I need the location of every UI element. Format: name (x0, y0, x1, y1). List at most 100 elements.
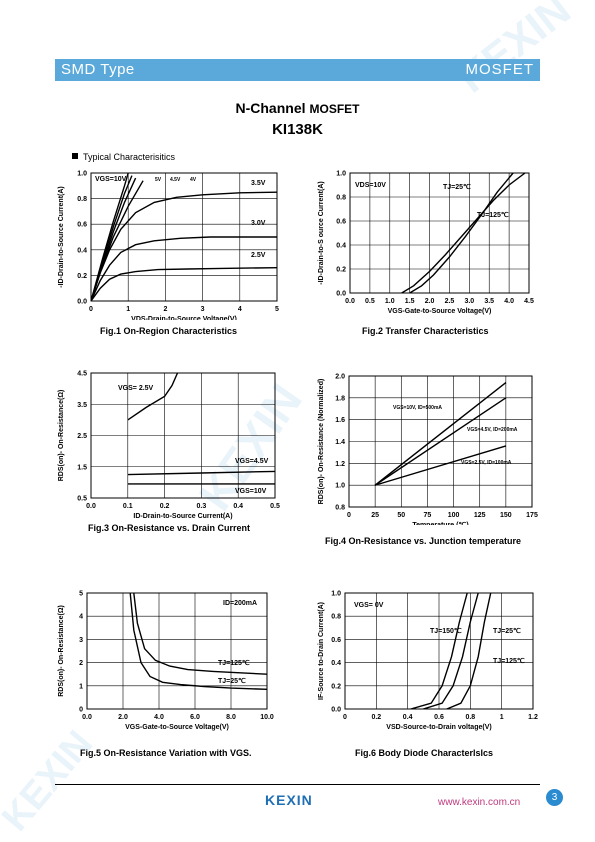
watermark-text: KEXIN (448, 0, 579, 102)
y-tick-label: 0.0 (336, 291, 346, 298)
y-tick-label: 2 (79, 660, 83, 667)
x-tick-label: 0.0 (82, 714, 92, 721)
y-tick-label: 1.5 (77, 464, 87, 471)
x-tick-label: 1 (126, 306, 130, 313)
x-tick-label: 100 (448, 512, 460, 519)
page-number: 3 (546, 789, 563, 806)
series-annotation: 4V (190, 177, 197, 183)
series-line (410, 593, 468, 709)
x-tick-label: 2.0 (118, 714, 128, 721)
x-tick-label: 10.0 (260, 714, 274, 721)
y-tick-label: 0.0 (331, 707, 341, 714)
x-axis-label: ID-Drain-to-Source Current(A) (133, 513, 232, 520)
x-tick-label: 50 (397, 512, 405, 519)
series-annotation: VGS=10V (95, 176, 127, 183)
y-tick-label: 2.0 (335, 374, 345, 381)
x-tick-label: 0.4 (233, 503, 243, 510)
series-annotation: VGS=4.5V, ID=200mA (467, 427, 518, 433)
plot-frame (344, 592, 534, 710)
y-tick-label: 0.2 (331, 683, 341, 690)
y-tick-label: 0.4 (336, 243, 346, 250)
x-tick-label: 1.0 (385, 298, 395, 305)
series-line (446, 593, 492, 709)
y-tick-label: 0.6 (331, 637, 341, 644)
y-tick-label: 0 (79, 707, 83, 714)
section-heading: Typical Characterisitics (72, 152, 175, 162)
y-tick-label: 1 (79, 683, 83, 690)
series-annotation: VGS=4.5V (235, 458, 269, 465)
x-tick-label: 0.5 (365, 298, 375, 305)
y-tick-label: 4 (79, 614, 83, 621)
chart-fig5-rds-vs-vgs: 0.0 2.0 4.0 6.0 8.0 10.0 0 1 2 3 4 5 VGS-Gate-to-Sou… (58, 591, 274, 732)
footer-divider (55, 784, 540, 785)
series-annotation: 5V (155, 177, 162, 183)
series-line (374, 382, 507, 486)
series-line (91, 236, 277, 301)
series-line (127, 470, 275, 476)
x-tick-label: 0.3 (197, 503, 207, 510)
series-annotation: ID=200mA (223, 600, 257, 607)
y-tick-label: 1.0 (336, 171, 346, 178)
y-tick-label: 0.6 (77, 222, 87, 229)
header-banner: SMD Type MOSFET (55, 59, 540, 81)
x-tick-label: 1.5 (405, 298, 415, 305)
y-tick-label: 2.5 (77, 433, 87, 440)
y-axis-label: RDS(on)- On-Resistance (Normalized) (318, 379, 325, 505)
series-line (133, 593, 267, 675)
y-axis-label: -ID-Drain-to-Source Current(A) (58, 186, 65, 288)
x-tick-label: 4.0 (154, 714, 164, 721)
series-line (401, 173, 526, 293)
series-line (374, 397, 507, 486)
series-annotation: VGS= 2.5V (118, 385, 154, 392)
x-tick-label: 0 (89, 306, 93, 313)
series-annotation: 3.0V (251, 220, 266, 227)
series-annotation: VDS=10V (355, 182, 386, 189)
series-line (127, 373, 179, 421)
chart-fig2-transfer: 0.0 0.5 1.0 1.5 2.0 2.5 3.0 3.5 4.0 4.5 0.0 0.2 0.4 0… (318, 171, 534, 316)
y-tick-label: 1.2 (335, 461, 345, 468)
x-tick-label: 75 (424, 512, 432, 519)
chart-fig4-rds-vs-temp: 0 25 50 75 100 125 150 175 0.8 1.0 1.2 1.4 1.6 1.8 2.0… (318, 374, 538, 526)
series-annotation: TJ=25℃ (493, 627, 521, 635)
x-tick-label: 0.0 (345, 298, 355, 305)
x-tick-label: 4 (238, 306, 242, 313)
series-annotation: 3.5V (251, 180, 266, 187)
part-number: KI138K (272, 121, 323, 138)
x-tick-label: 8.0 (226, 714, 236, 721)
y-tick-label: 0.4 (77, 247, 87, 254)
x-tick-label: 1 (500, 714, 504, 721)
plot-frame (90, 372, 276, 499)
series-annotation: TJ=150℃ (430, 627, 462, 635)
x-tick-label: 4.5 (524, 298, 534, 305)
x-tick-label: 0.0 (86, 503, 96, 510)
y-axis-label: RDS(on)- On-Resistance(Ω) (58, 605, 65, 697)
series-line (91, 267, 277, 301)
series-annotation: TJ=25℃ (218, 677, 246, 685)
y-axis-label: IF-Source to-Drain Current(A) (318, 602, 325, 700)
y-tick-label: 1.0 (331, 591, 341, 598)
y-tick-label: 5 (79, 591, 83, 598)
x-axis-label: VDS-Drain-to-Source Voltage(V) (131, 316, 237, 320)
series-annotation: VGS=10V, ID=500mA (393, 405, 442, 411)
doc-title: N-Channel MOSFET (0, 100, 595, 116)
y-tick-label: 1.4 (335, 439, 345, 446)
plot-frame (349, 172, 530, 294)
series-annotation: VGS=2.5V, ID=100mA (461, 460, 512, 466)
header-type: SMD Type (61, 61, 135, 78)
x-tick-label: 6.0 (190, 714, 200, 721)
y-tick-label: 0.6 (336, 219, 346, 226)
series-annotation: 2.5V (251, 252, 266, 259)
x-tick-label: 0.2 (160, 503, 170, 510)
title-main: N-Channel (235, 100, 306, 116)
bullet-square-icon (72, 153, 78, 159)
kexin-logo: KEXIN (265, 792, 313, 808)
y-tick-label: 0.8 (336, 195, 346, 202)
y-tick-label: 1.8 (335, 395, 345, 402)
caption-fig3: Fig.3 On-Resistance vs. Drain Current (88, 523, 251, 533)
x-axis-label: VSD-Source-to-Drain voltage(V) (386, 724, 491, 731)
x-tick-label: 2 (163, 306, 167, 313)
y-tick-label: 1.0 (77, 171, 87, 178)
x-tick-label: 150 (500, 512, 512, 519)
series-annotation: 4.5V (170, 177, 181, 183)
y-tick-label: 1.0 (335, 483, 345, 490)
